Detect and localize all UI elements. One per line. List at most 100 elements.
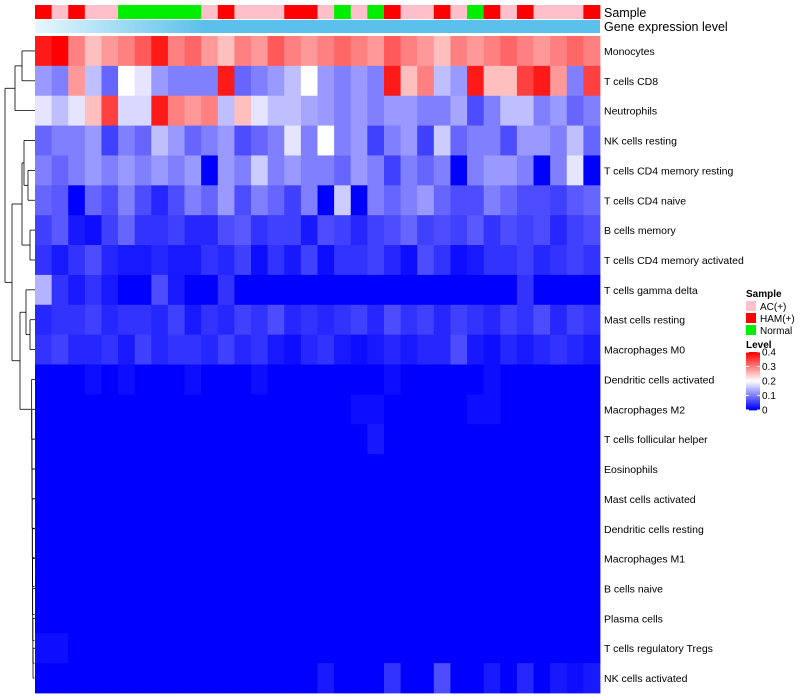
heatmap-cell <box>566 95 584 126</box>
level-legend-swatch <box>746 352 760 354</box>
heatmap-cell <box>367 274 385 306</box>
heatmap-cell <box>84 454 102 485</box>
row-label: T cells CD8 <box>604 76 658 88</box>
heatmap-cell <box>84 603 102 634</box>
sample-annotation-cell <box>134 5 152 19</box>
heatmap-cell <box>383 274 401 306</box>
heatmap-cell <box>550 245 568 276</box>
heatmap-cell <box>417 394 435 425</box>
heatmap-cell <box>433 334 451 365</box>
heatmap-cell <box>450 394 468 425</box>
heatmap-cell <box>317 95 335 126</box>
heatmap-cell <box>118 573 136 604</box>
row-label: Macrophages M1 <box>604 554 685 566</box>
heatmap-cell <box>84 125 102 156</box>
heatmap-cell <box>500 483 518 515</box>
heatmap-cell <box>300 364 318 395</box>
heatmap-cell <box>267 334 285 365</box>
heatmap-cell <box>101 36 119 67</box>
heatmap-cell <box>516 215 534 246</box>
heatmap-cell <box>251 274 269 306</box>
heatmap-cell <box>251 65 269 97</box>
heatmap-cell <box>334 215 352 246</box>
heatmap-cell <box>35 394 53 425</box>
heatmap-cell <box>417 215 435 246</box>
heatmap-cell <box>284 603 302 634</box>
heatmap-cell <box>201 65 219 97</box>
heatmap-cell <box>500 36 518 67</box>
level-legend-swatch <box>746 392 760 395</box>
row-label: Dendritic cells activated <box>604 374 714 386</box>
heatmap-cell <box>533 663 551 694</box>
heatmap-cell <box>467 334 485 365</box>
level-legend-tick-label: 0.2 <box>762 377 776 388</box>
heatmap-cell <box>483 424 501 455</box>
sample-annotation-cell <box>317 5 335 19</box>
heatmap-cell <box>516 364 534 395</box>
level-legend-swatch <box>746 378 760 380</box>
heatmap-cell <box>550 274 568 306</box>
heatmap-cell <box>201 573 219 604</box>
heatmap-cell <box>101 603 119 634</box>
heatmap-cell <box>84 185 102 216</box>
heatmap-cell <box>500 633 518 664</box>
heatmap-cell <box>134 454 152 485</box>
heatmap-cell <box>201 125 219 156</box>
heatmap-cell <box>516 424 534 455</box>
heatmap-cell <box>251 424 269 455</box>
heatmap-cell <box>68 304 86 336</box>
heatmap-cell <box>251 155 269 186</box>
heatmap-cell <box>68 215 86 246</box>
heatmap-cell <box>516 125 534 156</box>
heatmap-cell <box>566 364 584 395</box>
heatmap-cell <box>483 215 501 246</box>
level-legend-swatch <box>746 354 760 357</box>
heatmap-cell <box>383 513 401 545</box>
heatmap-cell <box>267 573 285 604</box>
heatmap-cell <box>134 424 152 455</box>
row-label: Macrophages M2 <box>604 404 685 416</box>
heatmap-cell <box>583 334 601 365</box>
heatmap-cell <box>433 513 451 545</box>
heatmap-cell <box>417 603 435 634</box>
heatmap-cell <box>118 424 136 455</box>
heatmap-cell <box>433 155 451 186</box>
heatmap-cell <box>400 274 418 306</box>
heatmap-cell <box>350 245 368 276</box>
heatmap-cell <box>433 36 451 67</box>
heatmap-cell <box>300 663 318 694</box>
heatmap-cell <box>284 394 302 425</box>
heatmap-cell <box>151 95 169 126</box>
heatmap-cell <box>533 125 551 156</box>
heatmap-cell <box>101 633 119 664</box>
heatmap-cell <box>251 513 269 545</box>
heatmap-cell <box>317 334 335 365</box>
sample-annotation-cell <box>433 5 451 19</box>
heatmap-cell <box>217 185 235 216</box>
heatmap-cell <box>284 334 302 365</box>
heatmap-cell <box>35 573 53 604</box>
heatmap-cell <box>566 633 584 664</box>
row-label: NK cells resting <box>604 136 677 148</box>
heatmap-cell <box>234 454 252 485</box>
heatmap-cell <box>450 65 468 97</box>
heatmap-cell <box>68 245 86 276</box>
heatmap-cell <box>533 304 551 336</box>
heatmap-cell <box>383 65 401 97</box>
heatmap-cell <box>334 36 352 67</box>
heatmap-cell <box>51 274 69 306</box>
heatmap-cell <box>118 454 136 485</box>
heatmap-cell <box>234 663 252 694</box>
heatmap-cell <box>367 543 385 574</box>
heatmap-cell <box>118 125 136 156</box>
heatmap-cell <box>516 334 534 365</box>
heatmap-cell <box>433 663 451 694</box>
heatmap-cell <box>134 663 152 694</box>
heatmap-cell <box>583 155 601 186</box>
heatmap-cell <box>400 95 418 126</box>
heatmap-cell <box>383 663 401 694</box>
heatmap-cell <box>184 394 202 425</box>
heatmap-cell <box>184 304 202 336</box>
heatmap-cell <box>51 125 69 156</box>
row-dendrogram <box>4 50 35 679</box>
